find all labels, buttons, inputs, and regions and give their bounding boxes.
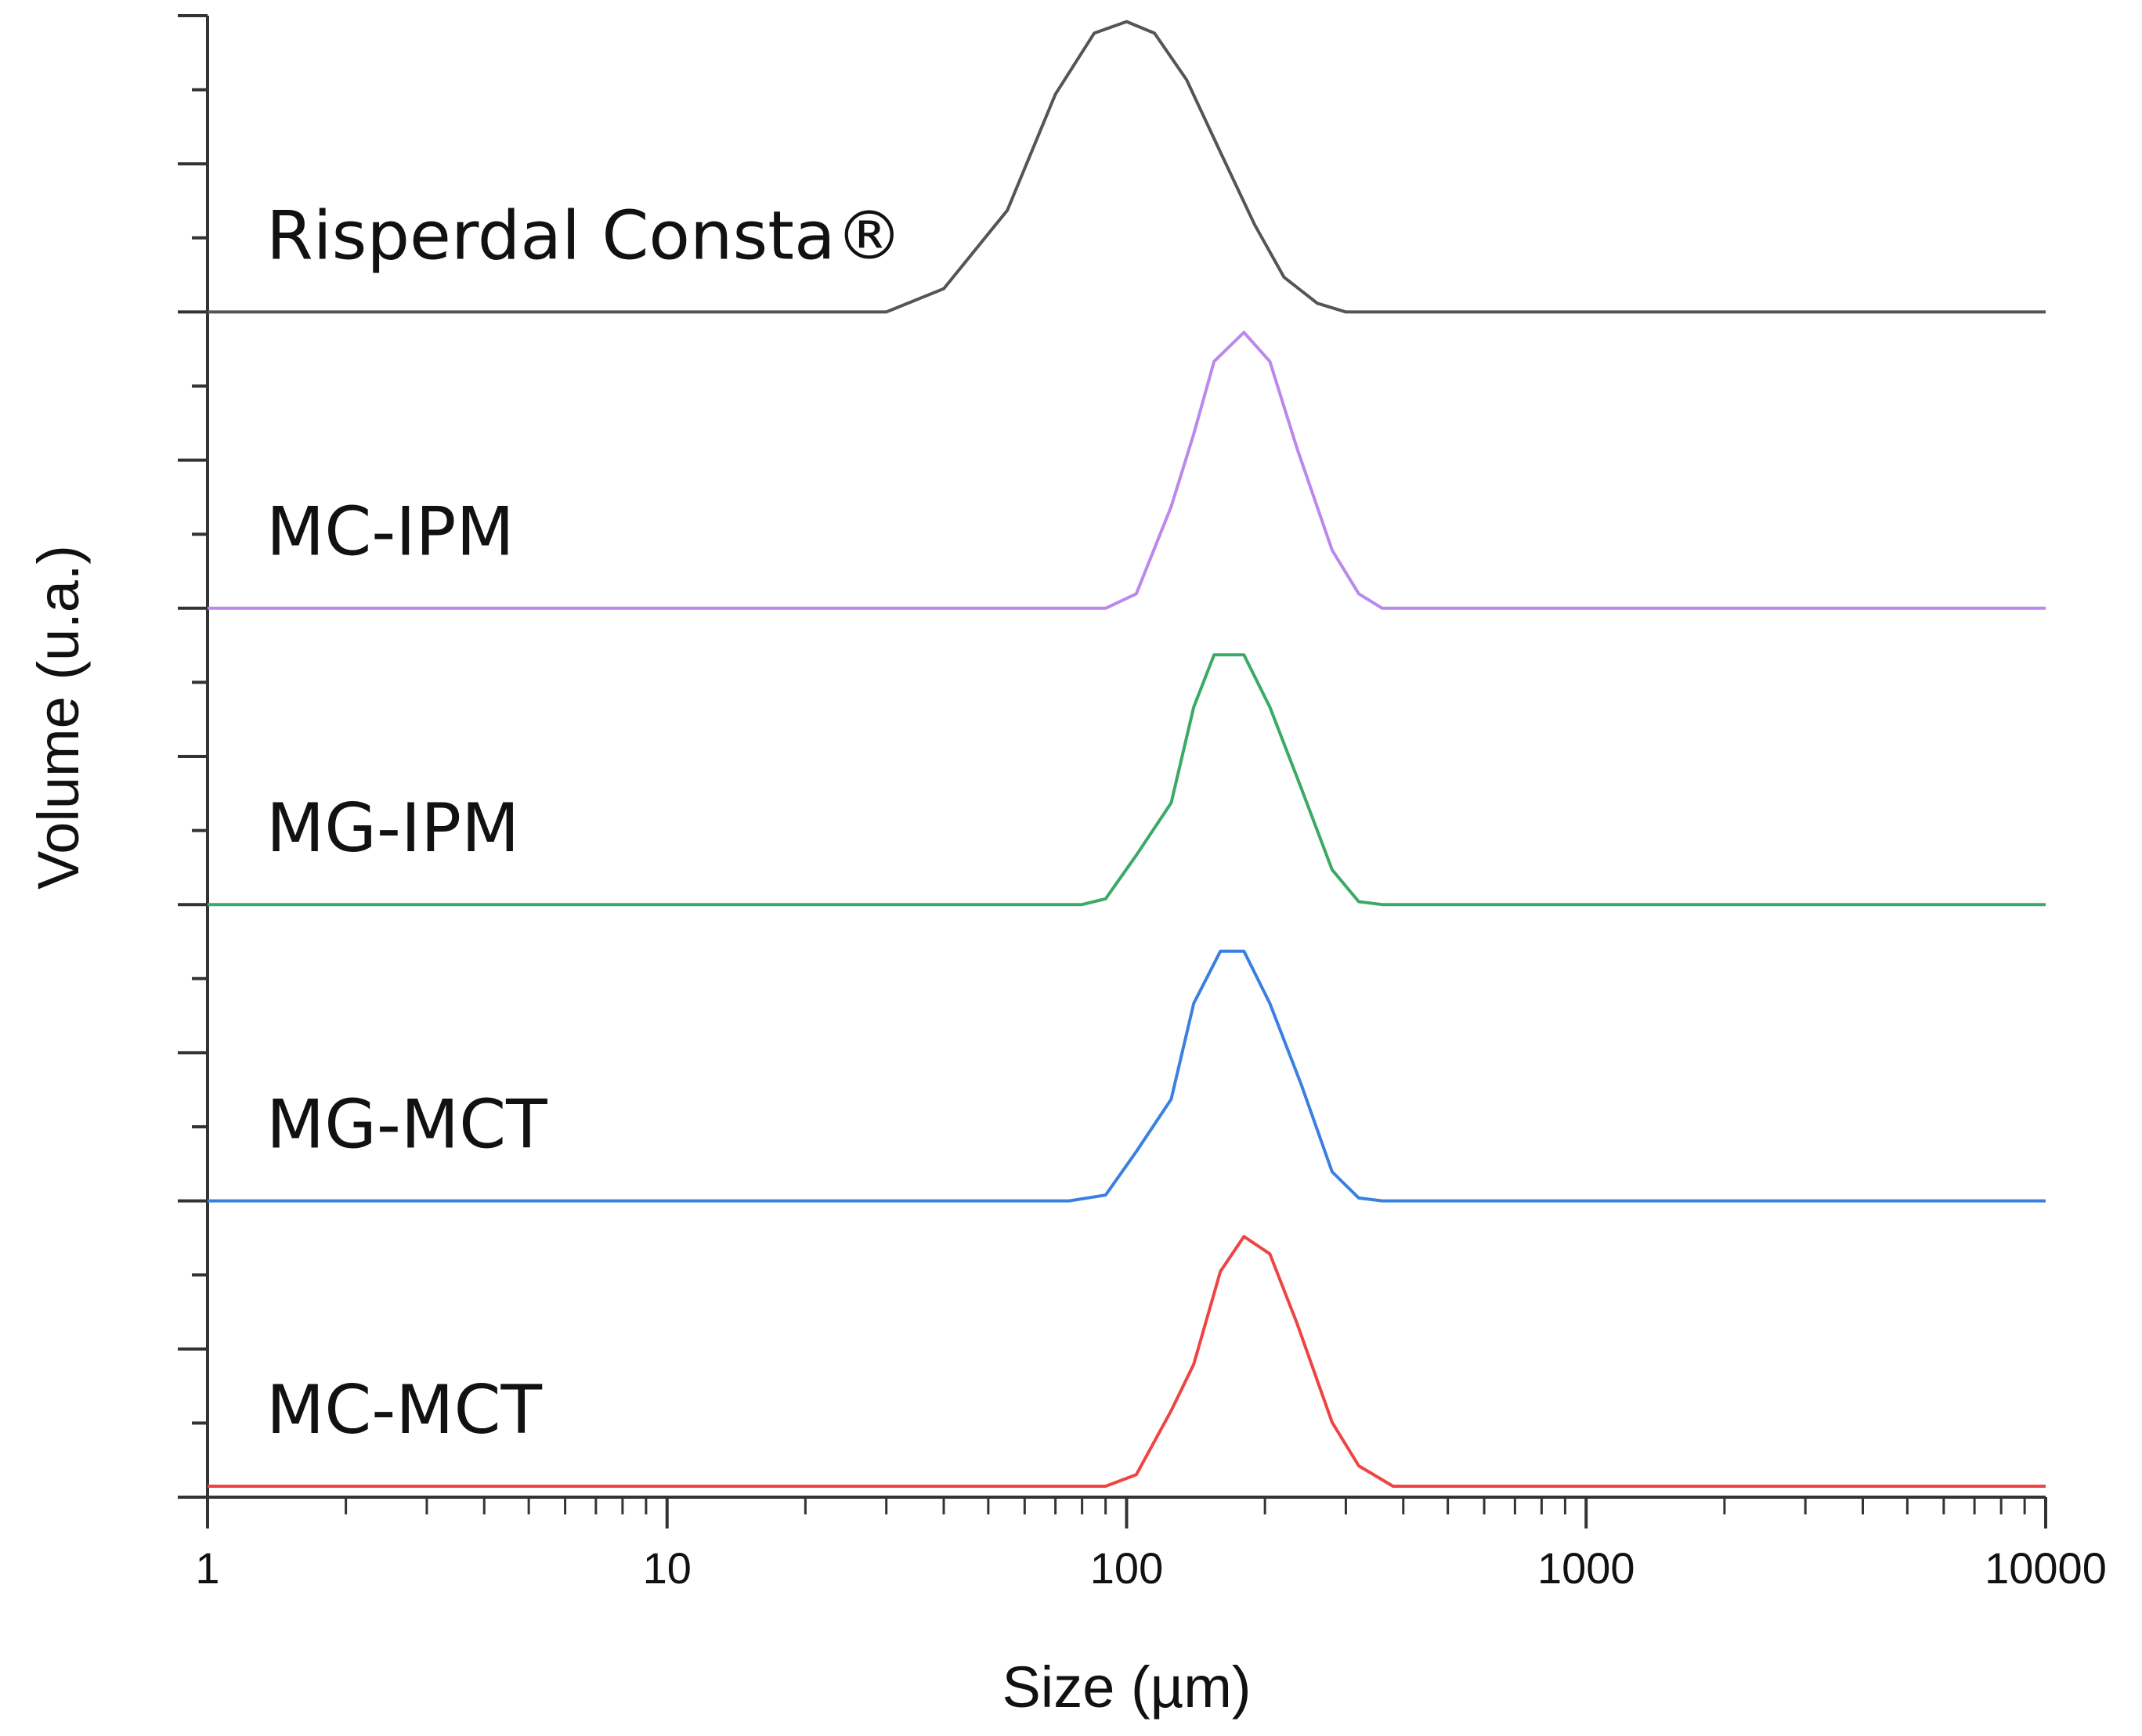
y-axis-title: Volume (u.a.) [26, 545, 91, 890]
series-line-mg-ipm [208, 653, 2046, 907]
series-line-mc-ipm [208, 330, 2046, 610]
x-tick-label: 10 [643, 1543, 692, 1593]
series-label: Risperdal Consta® [266, 197, 903, 275]
series-label: MG-IPM [266, 789, 519, 868]
x-tick-label: 10000 [1985, 1543, 2107, 1593]
series-label: MC-IPM [266, 493, 515, 572]
x-tick-label: 100 [1090, 1543, 1163, 1593]
series-line-mc-mct [208, 1235, 2046, 1488]
series-lines [208, 20, 2046, 1488]
series-labels: Risperdal Consta® MC-IPM MG-IPM MG-MCT MC-MC… [266, 197, 903, 1449]
series-line-mg-mct [208, 949, 2046, 1203]
x-tick-label: 1000 [1537, 1543, 1635, 1593]
series-label: MG-MCT [266, 1085, 547, 1164]
x-axis-title: Size (µm) [1002, 1655, 1251, 1720]
series-label: MC-MCT [266, 1371, 543, 1449]
x-tick-label: 1 [195, 1543, 219, 1593]
series-line-risperdal-consta [208, 20, 2046, 314]
y-axis [178, 14, 209, 1499]
x-axis: 1 10 100 1000 10000 [195, 1496, 2107, 1593]
